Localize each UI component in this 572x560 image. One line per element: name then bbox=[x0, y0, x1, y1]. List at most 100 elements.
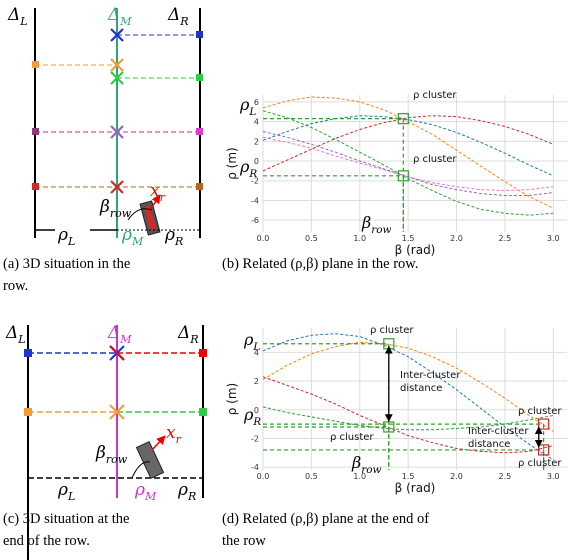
x-tick-label: 2.5 bbox=[499, 234, 512, 243]
symbol-subscript: R bbox=[248, 168, 257, 180]
plot-area bbox=[263, 328, 567, 470]
symbol-subscript: L bbox=[67, 490, 75, 503]
symbol-main: x bbox=[166, 423, 176, 443]
x-axis-label: β (rad) bbox=[395, 481, 436, 495]
symbol-subscript: L bbox=[67, 235, 75, 248]
x-tick-label: 2.0 bbox=[450, 234, 463, 243]
symbol-label: ΔR bbox=[177, 323, 199, 346]
symbol-main: ρ bbox=[243, 405, 254, 424]
y-tick-label: 4 bbox=[254, 118, 259, 127]
symbol-label: ρR bbox=[164, 225, 183, 248]
x-tick-label: 1.0 bbox=[353, 234, 366, 243]
symbol-main: Δ bbox=[107, 5, 120, 25]
symbol-subscript: M bbox=[144, 490, 157, 503]
symbol-main: ρ bbox=[164, 225, 175, 245]
symbol-subscript: L bbox=[17, 333, 25, 346]
x-tick-label: 0.0 bbox=[257, 472, 270, 481]
annotation: ρ cluster bbox=[413, 154, 457, 165]
symbol-main: Δ bbox=[167, 5, 180, 25]
symbol-subscript: row bbox=[361, 464, 381, 476]
symbol-main: β bbox=[99, 197, 110, 217]
caption: (b) Related (ρ,β) plane in the row. bbox=[222, 256, 418, 272]
symbol-subscript: r bbox=[176, 433, 182, 446]
symbol-main: Δ bbox=[107, 323, 120, 343]
y-tick-label: 2 bbox=[254, 137, 259, 146]
y-tick-label: 2 bbox=[254, 377, 259, 386]
symbol-main: β bbox=[95, 443, 106, 463]
symbol-label: ΔR bbox=[167, 5, 189, 28]
symbol-main: ρ bbox=[57, 480, 68, 500]
symbol-label: ρL bbox=[57, 480, 75, 503]
symbol-label: ΔL bbox=[5, 323, 26, 346]
symbol-subscript: row bbox=[110, 207, 132, 220]
x-tick-label: 1.5 bbox=[402, 472, 415, 481]
symbol-label: ΔM bbox=[107, 323, 132, 346]
symbol-subscript: M bbox=[119, 15, 132, 28]
x-tick-label: 0.0 bbox=[257, 234, 270, 243]
y-tick-label: -6 bbox=[251, 216, 259, 225]
diagram-a bbox=[32, 8, 203, 238]
symbol-main: β bbox=[361, 213, 371, 232]
y-tick-label: -4 bbox=[251, 196, 259, 205]
symbol-subscript: row bbox=[371, 224, 391, 236]
caption: row. bbox=[3, 278, 28, 294]
symbol-label: xr bbox=[150, 181, 166, 204]
x-tick-label: 3.0 bbox=[547, 472, 560, 481]
symbol-main: ρ bbox=[57, 225, 68, 245]
symbol-main: ρ bbox=[239, 157, 250, 176]
figure: ΔLΔMΔRβrowxrρLρMρRΔLΔMΔRβrowxrρLρMρR(a) … bbox=[0, 0, 572, 560]
x-tick-label: 3.0 bbox=[547, 234, 560, 243]
symbol-main: ρ bbox=[177, 480, 188, 500]
symbol-main: β bbox=[351, 453, 361, 472]
symbol-main: Δ bbox=[5, 323, 18, 343]
annotation: ρ cluster bbox=[518, 406, 562, 417]
y-tick-label: -2 bbox=[251, 434, 259, 443]
annotation: ρ cluster bbox=[370, 325, 414, 336]
symbol-subscript: R bbox=[174, 235, 183, 248]
symbol-label: βrow bbox=[99, 197, 132, 220]
symbol-main: ρ bbox=[121, 225, 132, 245]
y-tick-label: 0 bbox=[254, 157, 259, 166]
symbol-label: ρR bbox=[177, 480, 196, 503]
caption: (c) 3D situation at the bbox=[3, 511, 129, 527]
caption: the row bbox=[222, 533, 266, 549]
annotation: ρ cluster bbox=[413, 90, 457, 101]
x-tick-label: 1.5 bbox=[402, 234, 415, 243]
symbol-subscript: R bbox=[187, 490, 196, 503]
x-tick-label: 0.5 bbox=[305, 234, 318, 243]
annotation: ρ cluster bbox=[518, 458, 562, 469]
symbol-label: ρM bbox=[121, 225, 144, 248]
annotation: distance bbox=[400, 383, 442, 394]
caption: end of the row. bbox=[3, 533, 90, 549]
symbol-main: x bbox=[150, 181, 160, 201]
symbol-main: ρ bbox=[134, 480, 145, 500]
y-axis-label: ρ (m) bbox=[225, 383, 239, 415]
symbol-subscript: L bbox=[248, 106, 256, 118]
y-tick-label: -4 bbox=[251, 463, 259, 472]
annotation: Inter-cluster bbox=[400, 370, 461, 381]
symbol-subscript: R bbox=[189, 333, 198, 346]
symbol-subscript: r bbox=[160, 191, 166, 204]
symbol-label: ΔM bbox=[107, 5, 132, 28]
caption: (d) Related (ρ,β) plane at the end of bbox=[222, 511, 429, 527]
symbol-label: xr bbox=[166, 423, 182, 446]
symbol-label: ΔL bbox=[7, 5, 28, 28]
symbol-subscript: M bbox=[119, 333, 132, 346]
annotation: Inter-cluster bbox=[468, 426, 529, 437]
symbol-main: Δ bbox=[177, 323, 190, 343]
symbol-label: βrow bbox=[95, 443, 128, 466]
x-tick-label: 2.0 bbox=[450, 472, 463, 481]
symbol-subscript: L bbox=[252, 341, 260, 353]
x-tick-label: 0.5 bbox=[305, 472, 318, 481]
symbol-subscript: L bbox=[19, 15, 27, 28]
symbol-label: ρL bbox=[57, 225, 75, 248]
symbol-subscript: R bbox=[179, 15, 188, 28]
symbol-subscript: R bbox=[252, 416, 261, 428]
symbol-subscript: M bbox=[131, 235, 144, 248]
y-axis-label: ρ (m) bbox=[225, 147, 239, 179]
symbol-main: Δ bbox=[7, 5, 20, 25]
caption: (a) 3D situation in the bbox=[3, 256, 130, 272]
symbol-main: ρ bbox=[243, 330, 254, 349]
annotation: distance bbox=[468, 439, 510, 450]
symbol-label: ρM bbox=[134, 480, 157, 503]
